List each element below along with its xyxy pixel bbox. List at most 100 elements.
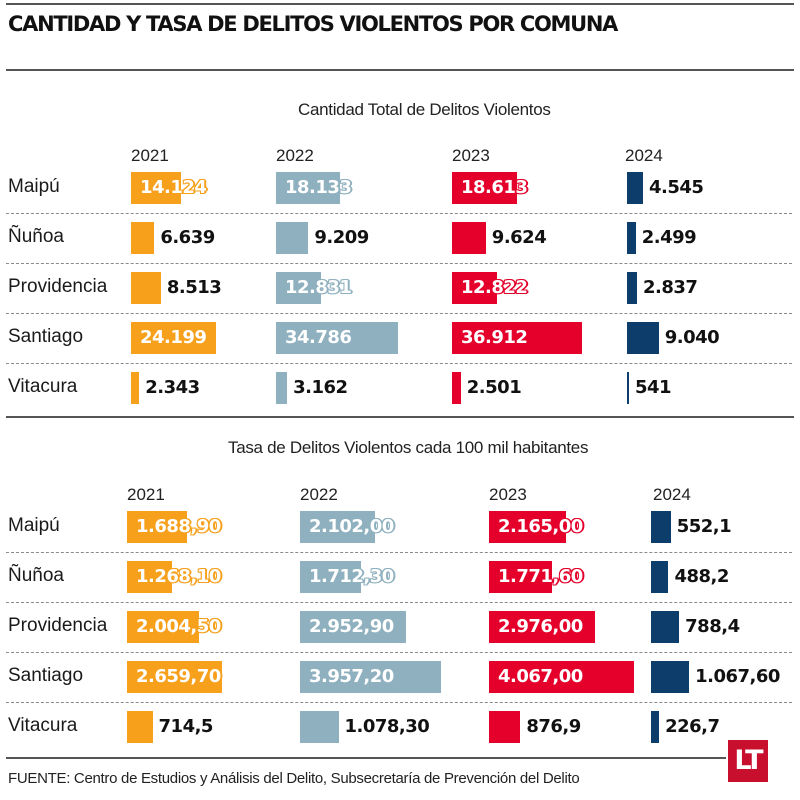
bar [489,661,635,693]
data-label: 1.712,30 [309,566,394,587]
bar [127,661,222,693]
category-label: Providencia [8,615,108,636]
data-label: 9.040 [664,327,720,348]
year-header: 2024 [653,485,691,504]
category-label: Santiago [8,326,84,347]
bar [452,222,486,254]
bar [651,611,680,643]
bar [131,172,181,204]
category-label: Providencia [8,276,108,297]
data-label: 876,9 [526,716,581,737]
data-label: 226,7 [665,716,720,737]
data-label: 1.067,60 [695,666,780,687]
year-header: 2022 [276,146,314,165]
bar [276,222,309,254]
data-label: 2.499 [641,227,697,248]
bottom-rule [6,757,726,759]
category-label: Santiago [8,665,84,686]
data-label: 12.822 [461,277,528,298]
bar [276,172,340,204]
data-label: 2.659,70 [136,666,221,687]
lt-logo: LT [728,740,768,782]
data-label: 34.786 [285,327,352,348]
data-label: 3.162 [293,377,348,398]
row-divider [6,313,792,314]
data-label: 1.078,30 [344,716,430,737]
bar [276,322,399,354]
data-label: 6.639 [160,227,215,248]
bar [651,661,690,693]
row-divider [6,552,792,553]
bar [300,711,339,743]
bar [627,172,643,204]
top-rule [6,3,794,5]
bar [651,511,671,543]
chart-title: Tasa de Delitos Violentos cada 100 mil h… [228,438,589,457]
bar [127,711,153,743]
data-label: 4.545 [648,177,704,198]
year-header: 2021 [131,146,169,165]
source-note: FUENTE: Centro de Estudios y Análisis de… [8,770,580,787]
category-label: Vitacura [8,376,78,397]
bar [131,272,161,304]
data-label: 2.343 [145,377,200,398]
data-label: 714,5 [158,716,214,737]
data-label: 36.912 [461,327,528,348]
data-label: 2.976,00 [498,616,583,637]
bar [300,611,406,643]
data-label: 2.501 [466,377,522,398]
row-divider [6,363,792,364]
category-label: Ñuñoa [8,565,64,586]
year-header: 2024 [625,146,663,165]
data-label: 2.102,00 [309,516,394,537]
row-divider [6,602,792,603]
bar [300,511,376,543]
chart-title: Cantidad Total de Delitos Violentos [298,100,551,119]
bar [489,711,521,743]
data-label: 552,1 [676,516,732,537]
data-label: 1.268,10 [136,566,221,587]
data-label: 2.004,50 [136,616,221,637]
section-rule [6,416,794,418]
data-label: 24.199 [140,327,207,348]
row-divider [6,213,792,214]
category-label: Vitacura [8,715,78,736]
bar [651,711,660,743]
data-label: 18.133 [285,177,352,198]
data-label: 14.124 [140,177,207,198]
data-label: 788,4 [685,616,740,637]
bar [300,661,442,693]
bar [452,372,461,404]
bar [627,372,629,404]
data-label: 2.837 [642,277,698,298]
bar [127,561,173,593]
data-label: 541 [635,377,672,398]
data-label: 1.688,90 [136,516,221,537]
data-label: 1.771,60 [498,566,583,587]
row-divider [6,652,792,653]
category-label: Ñuñoa [8,226,64,247]
bar [627,272,637,304]
bar [452,322,582,354]
category-label: Maipú [8,176,60,197]
data-label: 2.952,90 [309,616,394,637]
row-divider [6,263,792,264]
data-label: 3.957,20 [309,666,394,687]
bar [127,511,188,543]
bar [300,561,362,593]
bar [127,611,199,643]
page-title: CANTIDAD Y TASA DE DELITOS VIOLENTOS POR… [8,12,618,36]
year-header: 2021 [127,485,165,504]
year-header: 2022 [300,485,338,504]
bar [627,322,659,354]
bar [627,222,636,254]
data-label: 18.613 [461,177,528,198]
data-label: 488,2 [674,566,729,587]
bar [131,222,155,254]
bar [131,372,140,404]
category-label: Maipú [8,515,60,536]
bar [452,172,518,204]
year-header: 2023 [452,146,490,165]
bar [276,272,322,304]
row-divider [6,702,792,703]
